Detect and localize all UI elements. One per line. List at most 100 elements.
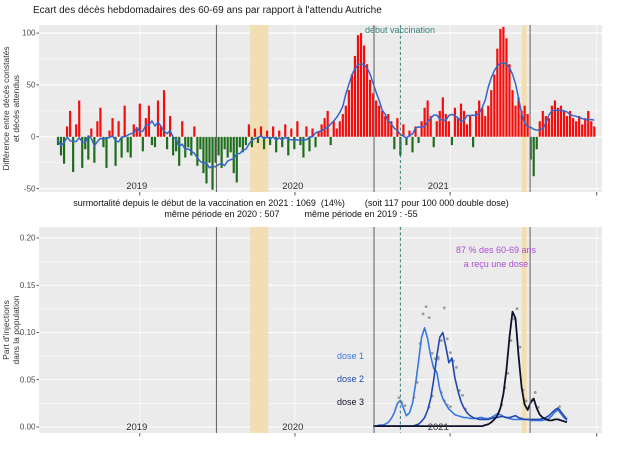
positive-bar: [444, 113, 447, 137]
positive-bar: [272, 126, 275, 137]
negative-bar: [432, 136, 435, 148]
negative-bar: [220, 136, 223, 168]
negative-bar: [262, 136, 266, 150]
positive-bar: [265, 130, 269, 137]
negative-bar: [93, 136, 96, 163]
negative-bar: [141, 136, 144, 152]
positive-bar: [544, 116, 547, 137]
positive-bar: [508, 64, 511, 137]
positive-bar: [135, 128, 138, 137]
positive-bar: [550, 105, 553, 137]
positive-bar: [326, 110, 329, 137]
positive-bar: [559, 105, 563, 137]
positive-bar: [490, 90, 493, 137]
negative-bar: [275, 136, 278, 153]
y-axis-tick-label: 0.10: [20, 328, 36, 337]
positive-bar: [387, 113, 390, 137]
positive-bar: [96, 121, 99, 137]
negative-bar: [223, 136, 226, 150]
positive-bar: [511, 90, 514, 137]
positive-bar: [414, 126, 417, 137]
positive-bar: [593, 126, 596, 137]
dose-1-line: [373, 326, 568, 427]
positive-bar: [78, 100, 81, 137]
negative-bar: [165, 136, 169, 150]
negative-bar: [202, 136, 205, 174]
positive-bar: [356, 35, 360, 137]
positive-bar: [296, 121, 299, 137]
data-dot: [421, 312, 425, 316]
excess-mortality-note-line1: surmortalité depuis le début de la vacci…: [73, 198, 509, 208]
data-dot: [397, 396, 401, 400]
positive-bar: [565, 116, 569, 137]
positive-bar: [502, 26, 505, 137]
data-dot: [461, 393, 464, 397]
negative-bar: [329, 136, 332, 146]
positive-bar: [278, 130, 281, 137]
negative-bar: [87, 136, 90, 160]
y-axis-tick-label: 100: [22, 29, 36, 38]
positive-bar: [484, 116, 487, 137]
positive-bar: [520, 110, 523, 137]
positive-bar: [468, 116, 472, 137]
data-dot: [424, 305, 428, 309]
negative-bar: [102, 136, 105, 148]
positive-bar: [332, 121, 335, 137]
positive-bar: [117, 121, 120, 137]
positive-bar: [402, 124, 405, 137]
data-dot: [427, 316, 431, 319]
positive-bar: [478, 100, 481, 137]
positive-bar: [99, 107, 102, 137]
positive-bar: [526, 113, 529, 137]
positive-bar: [247, 124, 250, 137]
positive-bar: [162, 90, 166, 137]
positive-bar: [420, 121, 423, 137]
positive-bar: [441, 97, 444, 137]
positive-bar: [493, 74, 496, 137]
positive-bar: [581, 124, 584, 137]
negative-bar: [250, 136, 254, 148]
positive-bar: [487, 105, 490, 137]
data-dot: [455, 365, 458, 369]
negative-bar: [411, 136, 414, 153]
positive-bar: [132, 124, 135, 137]
data-dot: [533, 391, 537, 394]
positive-bar: [341, 113, 344, 137]
negative-bar: [256, 136, 260, 144]
positive-bar: [359, 33, 363, 137]
positive-bar: [159, 126, 163, 137]
negative-bar: [175, 136, 178, 152]
positive-bar: [572, 118, 575, 137]
data-dot: [518, 345, 522, 349]
negative-bar: [81, 136, 84, 168]
negative-bar: [62, 136, 66, 164]
positive-bar: [517, 97, 520, 137]
negative-bar: [196, 136, 199, 166]
highlight-band: [250, 25, 269, 192]
positive-bar: [362, 45, 366, 137]
negative-bar: [417, 136, 420, 144]
positive-bar: [181, 121, 184, 137]
positive-bar: [375, 100, 378, 137]
y-axis-tick-label: -50: [24, 184, 36, 193]
data-dot: [506, 371, 510, 375]
data-dot: [448, 351, 452, 354]
panel-background: [39, 25, 602, 192]
positive-bar: [108, 130, 111, 137]
positive-bar: [335, 128, 338, 137]
positive-bar: [350, 74, 354, 137]
data-dot: [439, 339, 443, 343]
positive-bar: [138, 103, 141, 137]
smoothed-deviation-line: [57, 62, 595, 169]
legend-dose-1: dose 1: [337, 351, 364, 361]
highlight-band: [250, 227, 269, 433]
y-axis-tick-label: 50: [27, 81, 36, 90]
positive-bar: [75, 124, 78, 137]
dose-3-line: [373, 310, 568, 428]
positive-bar: [284, 124, 287, 137]
positive-bar: [390, 121, 393, 137]
deviation-bars: [56, 26, 596, 190]
positive-bar: [547, 118, 550, 137]
positive-bar: [338, 121, 341, 137]
